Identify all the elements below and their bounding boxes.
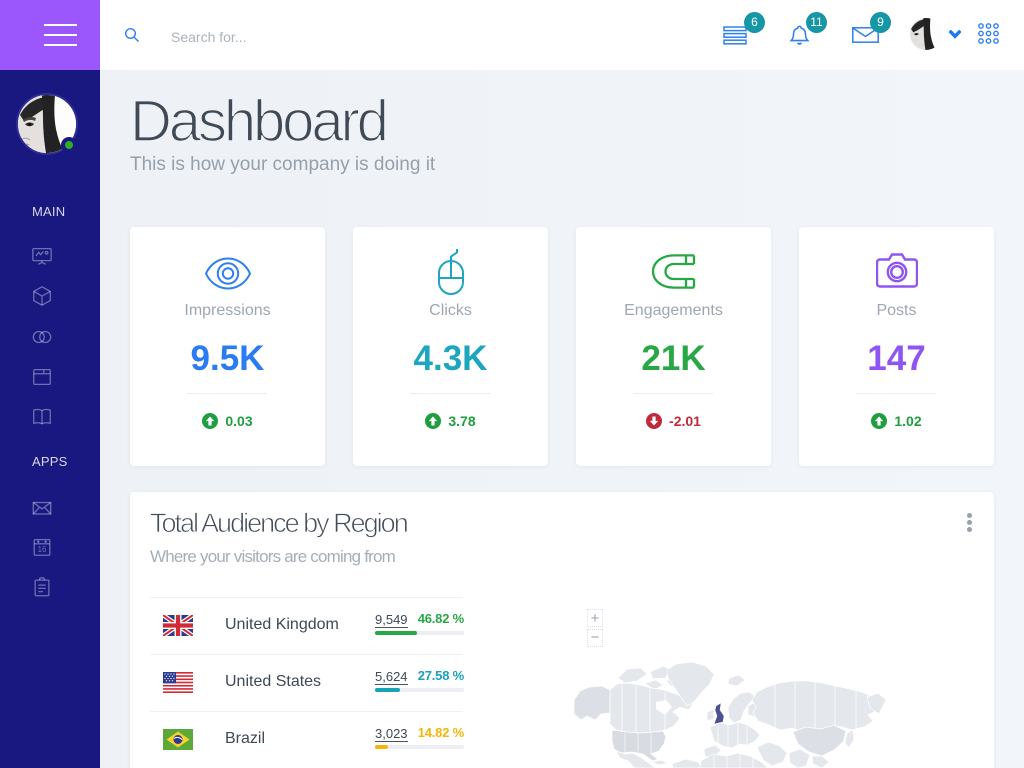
svg-text:16: 16 [38, 545, 47, 554]
